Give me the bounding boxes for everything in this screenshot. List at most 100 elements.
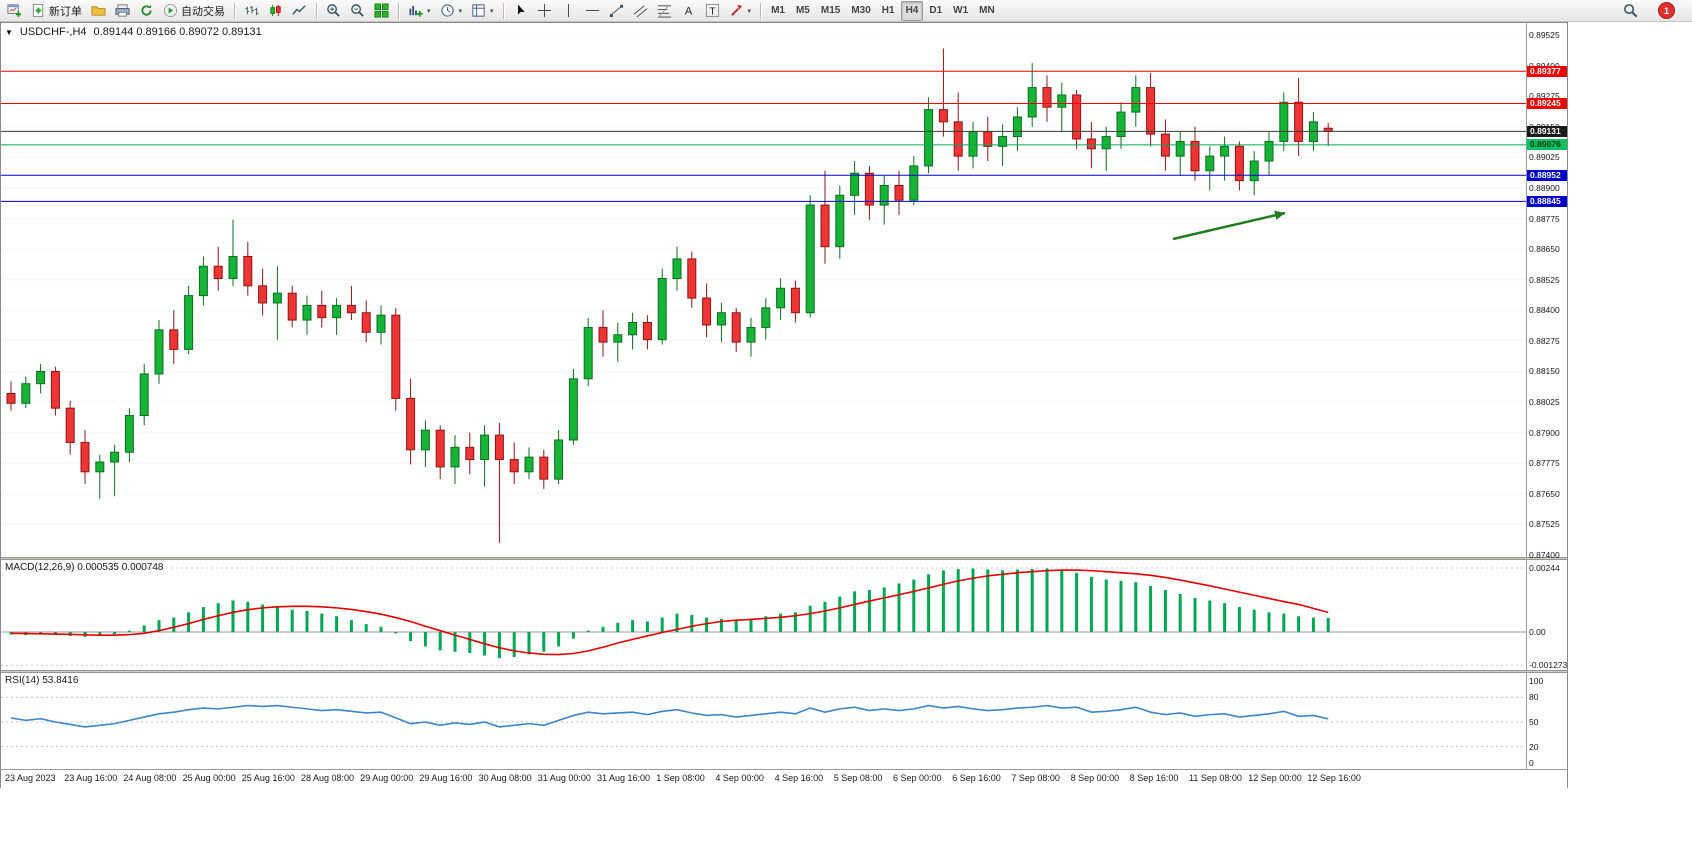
trendline-icon: [609, 3, 624, 18]
tile-grid-icon: [374, 3, 389, 18]
time-axis-label: 12 Sep 16:00: [1307, 773, 1361, 783]
time-axis-label: 7 Sep 08:00: [1011, 773, 1060, 783]
indicators-button[interactable]: ▾: [404, 1, 435, 21]
toolbar-right: 1: [1619, 1, 1689, 21]
price-level-badge: 0.89076: [1527, 139, 1567, 151]
price-axis-label: 0.88525: [1529, 274, 1560, 285]
zoom-out-button[interactable]: [346, 1, 369, 21]
price-level-badge: 0.88845: [1527, 195, 1567, 207]
rsi-pane: 100 80 50 20 0 RSI(14) 53.8416: [1, 673, 1567, 769]
chart-plus-icon: [7, 3, 22, 18]
autotrading-button[interactable]: 自动交易: [159, 1, 229, 21]
macd-label: MACD(12,26,9) 0.000535 0.000748: [5, 562, 164, 573]
new-order-button-label: 新订单: [49, 5, 82, 18]
pane-splitter[interactable]: [1, 557, 1567, 560]
time-axis-label: 29 Aug 00:00: [360, 773, 414, 783]
textT-icon: T: [705, 3, 720, 18]
dropdown-caret-icon: ▾: [747, 7, 752, 15]
linechart-icon: [292, 3, 307, 18]
price-axis-label: 0.87650: [1529, 488, 1560, 499]
tile-windows-button[interactable]: [370, 1, 393, 21]
trendline-button[interactable]: [605, 1, 628, 21]
trend-arrow-annotation[interactable]: [1274, 210, 1285, 220]
time-axis-label: 11 Sep 08:00: [1189, 773, 1242, 783]
text-button[interactable]: A: [677, 1, 700, 21]
time-axis-label: 31 Aug 16:00: [597, 773, 651, 783]
new-order-button[interactable]: 新订单: [27, 1, 86, 21]
price-axis-label: 0.87775: [1529, 458, 1560, 469]
price-axis-label: 0.88025: [1529, 397, 1560, 408]
order-plus-icon: [31, 3, 46, 18]
time-axis[interactable]: 23 Aug 2023 23 Aug 16:00 24 Aug 08:00 25 Au…: [1, 769, 1567, 788]
tf-m1-button[interactable]: M1: [766, 1, 790, 21]
time-axis-label: 29 Aug 16:00: [419, 773, 473, 783]
price-level-badge: 0.89377: [1527, 65, 1567, 77]
time-axis-label: 23 Aug 16:00: [64, 773, 118, 783]
search-icon: [1623, 3, 1638, 18]
horizontal-line-button[interactable]: [581, 1, 604, 21]
candlestick-chart-button[interactable]: [264, 1, 287, 21]
search-button[interactable]: [1619, 1, 1642, 21]
toolbar-separator: [234, 2, 235, 19]
channel-button[interactable]: [629, 1, 652, 21]
pane-splitter[interactable]: [1, 670, 1567, 673]
text-label-button[interactable]: T: [701, 1, 724, 21]
rsi-axis-label: 80: [1529, 692, 1539, 703]
crosshair-button[interactable]: [533, 1, 556, 21]
time-axis-label: 23 Aug 2023: [5, 773, 56, 783]
candlestick-chart[interactable]: [1, 23, 1529, 557]
toolbar-separator: [316, 2, 317, 19]
toolbar-separator: [398, 2, 399, 19]
tf-h1-button[interactable]: H1: [877, 1, 900, 21]
textA-icon: A: [681, 3, 696, 18]
zoom-in-button[interactable]: [322, 1, 345, 21]
tf-h4-button-label: H4: [905, 5, 919, 16]
folder-yellow-icon: [91, 3, 106, 18]
tf-m30-button[interactable]: M30: [846, 1, 875, 21]
tf-m5-button[interactable]: M5: [791, 1, 815, 21]
tf-h4-button[interactable]: H4: [900, 0, 924, 21]
price-axis-label: 0.89025: [1529, 152, 1560, 163]
toolbar-separator: [502, 2, 504, 19]
macd-chart[interactable]: [1, 560, 1529, 670]
price-axis-label: 0.88150: [1529, 366, 1560, 377]
new-chart-button[interactable]: [3, 1, 26, 21]
tf-w1-button[interactable]: W1: [948, 1, 973, 21]
refresh-button[interactable]: [135, 1, 158, 21]
fibonacci-button[interactable]: [653, 1, 676, 21]
window-menu-icon[interactable]: ▼: [5, 27, 13, 37]
tf-m30-button-label: M30: [851, 5, 871, 16]
metaeditor-button[interactable]: [87, 1, 110, 21]
template-icon: [471, 3, 486, 18]
bar-chart-button[interactable]: [240, 1, 263, 21]
vline-icon: [561, 3, 576, 18]
macd-pane: 0.00244 0.00 -0.001273 MACD(12,26,9) 0.000…: [1, 560, 1567, 670]
rsi-chart[interactable]: [1, 673, 1529, 769]
price-axis-label: 0.87525: [1529, 519, 1560, 530]
tf-m15-button[interactable]: M15: [816, 1, 845, 21]
rsi-label: RSI(14) 53.8416: [5, 675, 79, 686]
rsi-axis-label: 50: [1529, 717, 1539, 727]
tf-m1-button-label: M1: [771, 5, 785, 16]
tf-mn-button-label: MN: [979, 5, 995, 16]
templates-button[interactable]: ▾: [467, 1, 498, 21]
vertical-line-button[interactable]: [557, 1, 580, 21]
tf-d1-button[interactable]: D1: [924, 1, 947, 21]
current-price-badge: 0.89131: [1527, 125, 1567, 137]
price-pane: 0.895250.894000.892750.891500.890250.889…: [1, 23, 1567, 560]
dropdown-caret-icon: ▾: [427, 7, 431, 15]
clock-icon: [440, 3, 455, 18]
print-button[interactable]: [111, 1, 134, 21]
cursor-button[interactable]: [509, 1, 532, 21]
price-axis-label: 0.87900: [1529, 427, 1560, 438]
print-blue-icon: [115, 3, 130, 18]
arrows-button[interactable]: ▾: [725, 1, 756, 21]
zoom-in-icon: [326, 3, 341, 18]
tf-mn-button[interactable]: MN: [974, 1, 1000, 21]
periods-button[interactable]: ▾: [436, 1, 467, 21]
macd-axis-label: 0.00: [1529, 627, 1546, 637]
notification-badge[interactable]: 1: [1658, 2, 1675, 19]
rsi-axis: 100 80 50 20 0: [1526, 673, 1567, 769]
line-chart-button[interactable]: [288, 1, 311, 21]
